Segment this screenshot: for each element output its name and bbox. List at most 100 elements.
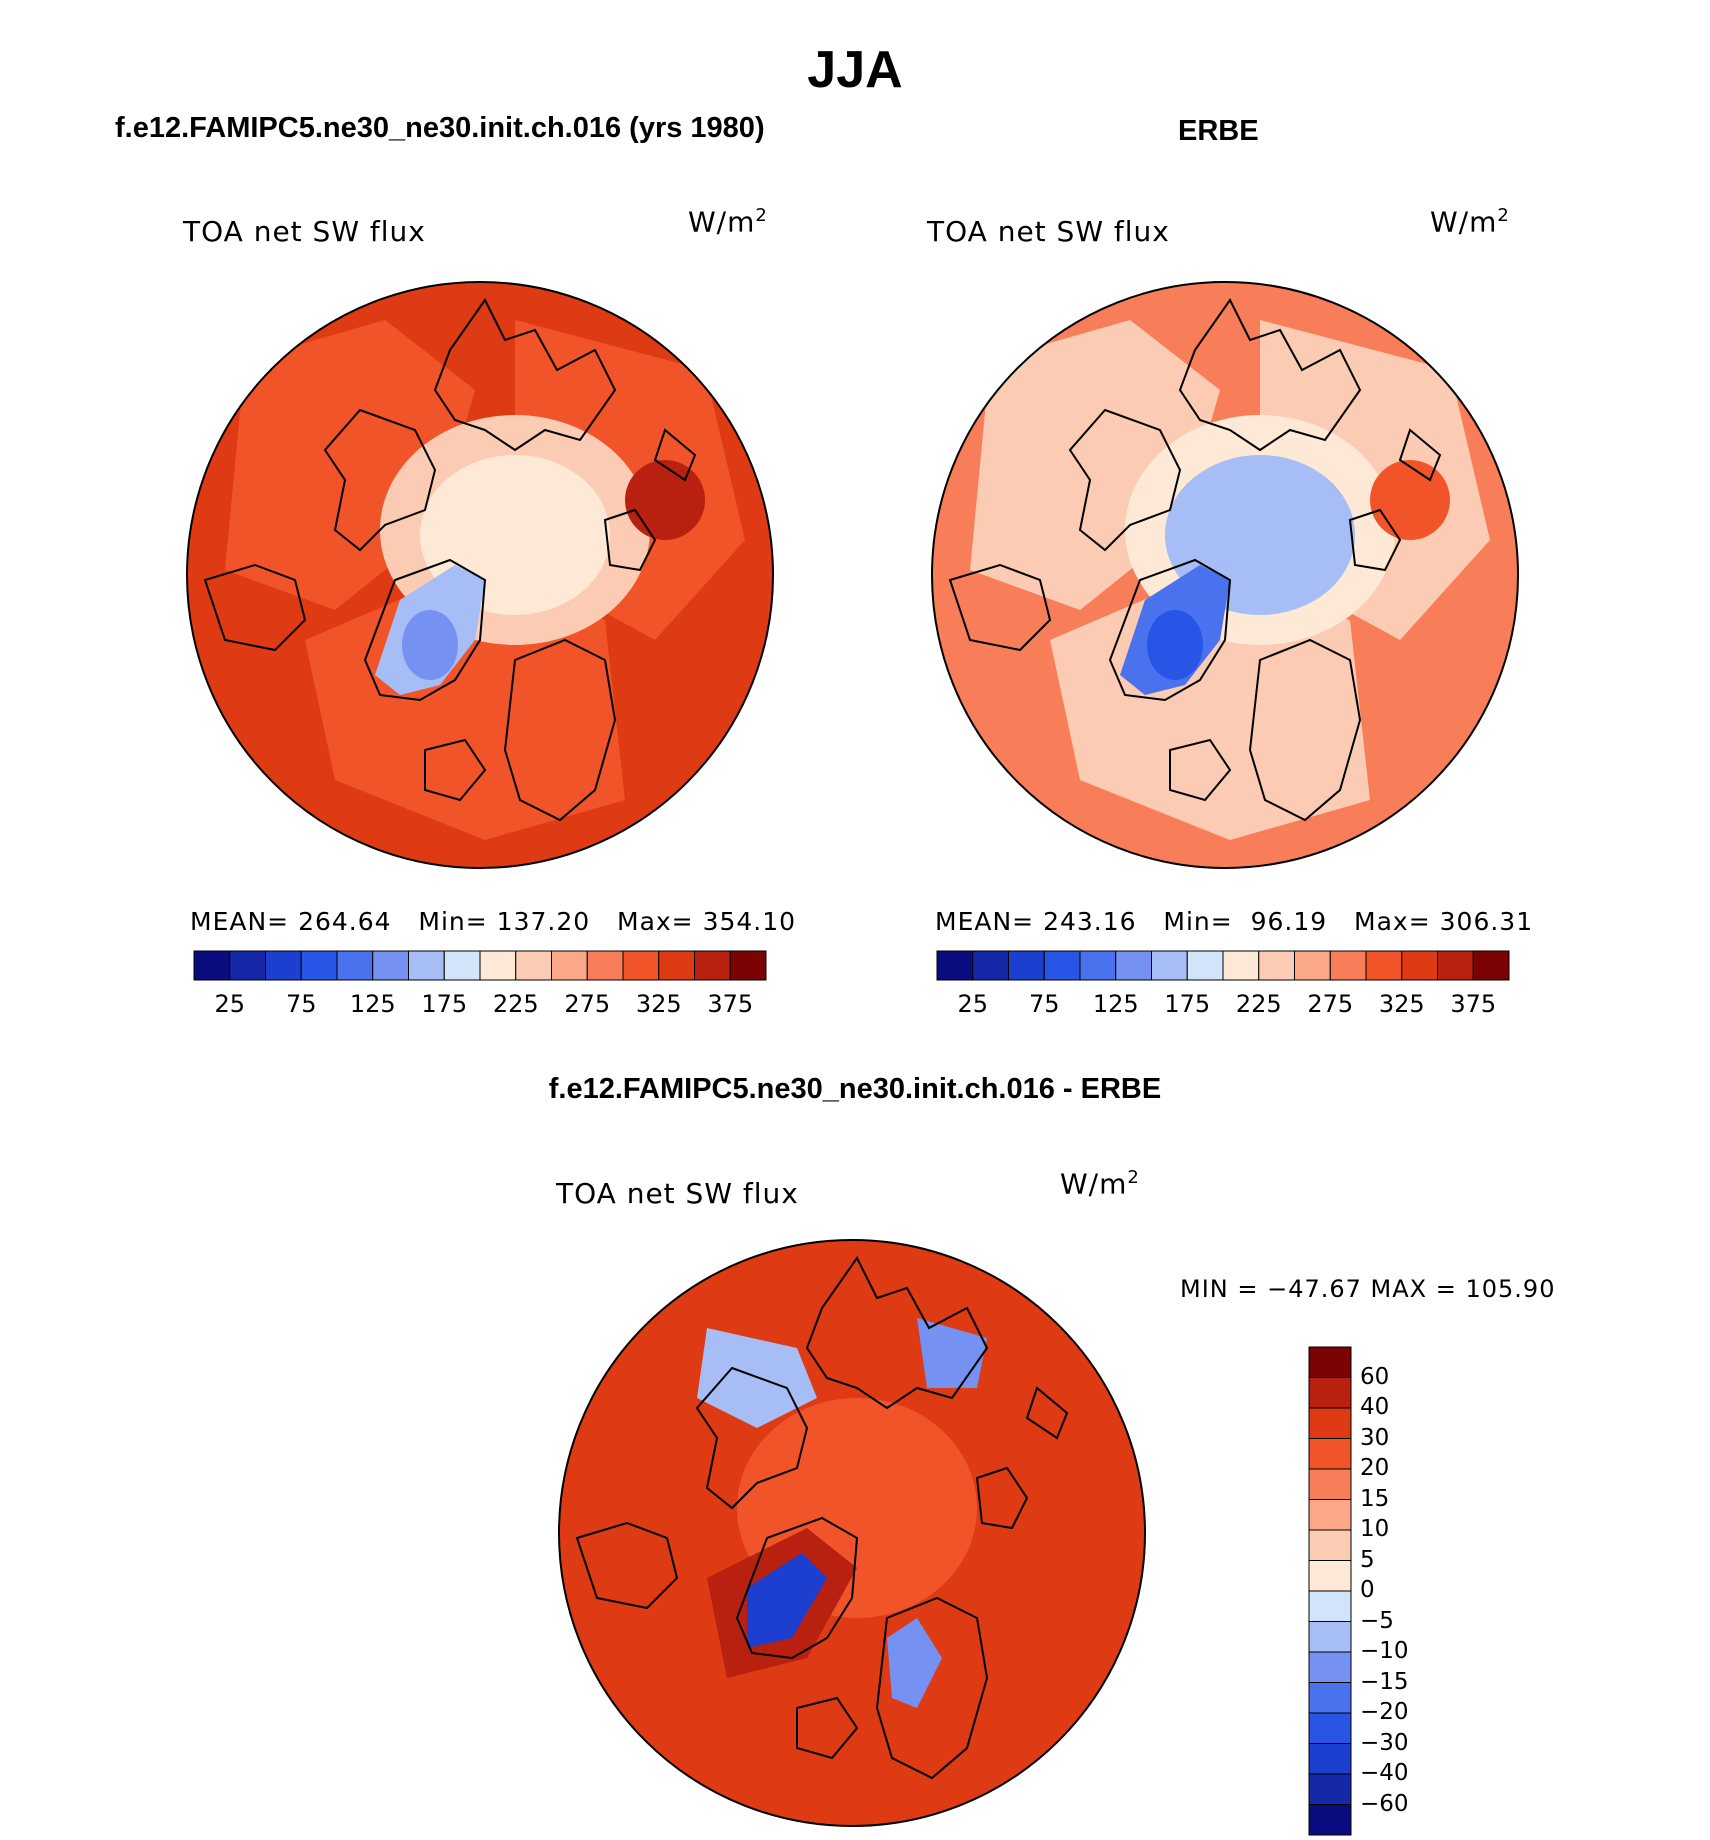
colorbar-swatch [1329, 950, 1367, 981]
panel1-case-title: f.e12.FAMIPC5.ne30_ne30.init.ch.016 (yrs… [115, 112, 765, 144]
colorbar-tick-label: 75 [1028, 990, 1060, 1018]
colorbar-swatch [1308, 1438, 1352, 1470]
colorbar-level-label: −20 [1360, 1699, 1409, 1725]
map-border [186, 281, 774, 869]
colorbar-swatch [300, 950, 338, 981]
coastline [424, 738, 487, 802]
colorbar-swatch [658, 950, 695, 981]
colorbar-swatch [551, 950, 588, 981]
colorbar-level-label: −40 [1360, 1760, 1409, 1786]
colorbar-swatch [1472, 950, 1510, 981]
colorbar-level-label: 20 [1360, 1455, 1390, 1481]
colorbar-level-label: −5 [1360, 1607, 1394, 1634]
colorbar-tick-label: 325 [635, 990, 682, 1018]
colorbar-swatch [479, 950, 517, 981]
map-field-layer [559, 1240, 1145, 1826]
diff-greenland-core [747, 1553, 827, 1648]
colorbar-swatch [193, 950, 231, 981]
difference-polar-map [558, 1239, 1146, 1827]
panel2-polar-map [931, 281, 1519, 869]
difference-case-title: f.e12.FAMIPC5.ne30_ne30.init.ch.016 - ER… [548, 1073, 1162, 1105]
panel1-mean-value: 264.64 [298, 907, 392, 936]
coastline [1248, 638, 1362, 822]
colorbar-level-label: 5 [1360, 1546, 1375, 1573]
coastline [1169, 738, 1232, 802]
map-field-layer [187, 282, 773, 868]
colorbar-swatch [336, 950, 374, 981]
colorbar-swatch [1308, 1651, 1352, 1683]
colorbar-swatch [1308, 1682, 1352, 1714]
colorbar-level-label: 30 [1360, 1424, 1390, 1451]
colorbar-swatch [1308, 1773, 1352, 1805]
coastline [875, 1596, 989, 1780]
colorbar-swatch [229, 950, 266, 981]
colorbar-swatch [1401, 950, 1438, 981]
colorbar-level-label: −10 [1360, 1638, 1409, 1664]
colorbar-swatch [1437, 950, 1474, 981]
colorbar-swatch [694, 950, 731, 981]
panel1-units: W/m2 [688, 205, 768, 239]
colorbar-swatch [622, 950, 660, 981]
colorbar-swatch [1079, 950, 1117, 981]
panel2-units: W/m2 [1430, 205, 1510, 239]
colorbar-level-label: 0 [1360, 1577, 1375, 1603]
panel2-colorbar-ticks: 25 75 125 175 225 275 325 375 [937, 990, 1509, 1020]
panel1-stats: MEAN= 264.64 Min= 137.20 Max= 354.10 [190, 907, 797, 936]
colorbar-tick-label: 125 [1092, 990, 1139, 1018]
field-maximum [625, 460, 705, 540]
field-maximum [1370, 460, 1450, 540]
colorbar-swatch [1258, 950, 1295, 981]
colorbar-level-label: 60 [1360, 1363, 1390, 1390]
colorbar-swatch [729, 950, 767, 981]
panel1-max-value: 354.10 [702, 907, 797, 936]
difference-colorbar [1308, 1346, 1352, 1836]
colorbar-swatch [1043, 950, 1081, 981]
colorbar-swatch [1151, 950, 1188, 981]
coastline [948, 563, 1052, 652]
colorbar-swatch [1008, 950, 1045, 981]
coastline [695, 1366, 809, 1510]
colorbar-tick-label: 75 [285, 990, 317, 1018]
coastline [805, 1256, 989, 1410]
colorbar-swatch [1222, 950, 1260, 981]
colorbar-swatch [1308, 1377, 1352, 1409]
colorbar-tick-label: 175 [421, 990, 468, 1018]
coastline [653, 428, 697, 482]
colorbar-tick-label: 25 [214, 990, 246, 1018]
colorbar-swatch [1308, 1499, 1352, 1531]
map-field-layer [932, 282, 1518, 868]
panel1-colorbar-ticks: 25 75 125 175 225 275 325 375 [194, 990, 766, 1020]
colorbar-swatch [265, 950, 302, 981]
colorbar-swatch [1308, 1407, 1352, 1439]
colorbar-swatch [1115, 950, 1152, 981]
colorbar-swatch [1365, 950, 1403, 981]
map-border [558, 1239, 1146, 1827]
coastline [735, 1516, 859, 1660]
colorbar-level-label: 40 [1360, 1394, 1390, 1420]
colorbar-swatch [1308, 1590, 1352, 1622]
colorbar-tick-label: 175 [1164, 990, 1211, 1018]
difference-units: W/m2 [1060, 1167, 1140, 1201]
colorbar-swatch [1308, 1529, 1352, 1561]
colorbar-tick-label: 225 [492, 990, 539, 1018]
colorbar-level-label: 15 [1360, 1485, 1390, 1512]
colorbar-tick-label: 325 [1378, 990, 1425, 1018]
colorbar-swatch [1186, 950, 1224, 981]
coastline [575, 1521, 679, 1610]
coastline [503, 638, 617, 822]
colorbar-swatch [1308, 1468, 1352, 1500]
panel2-stats: MEAN= 243.16 Min= 96.19 Max= 306.31 [935, 907, 1534, 936]
panel2-colorbar [936, 950, 1510, 981]
diff-siberia-patch [917, 1318, 987, 1388]
coastline [323, 408, 437, 552]
map-border [931, 281, 1519, 869]
colorbar-swatch [443, 950, 481, 981]
coastline [363, 558, 487, 702]
coastline [975, 1466, 1029, 1530]
colorbar-swatch [1308, 1743, 1352, 1775]
panel1-variable-label: TOA net SW flux [183, 215, 426, 248]
colorbar-tick-label: 375 [1450, 990, 1497, 1018]
coastline [1068, 408, 1182, 552]
coastline [796, 1696, 859, 1760]
difference-variable-label: TOA net SW flux [556, 1177, 799, 1210]
